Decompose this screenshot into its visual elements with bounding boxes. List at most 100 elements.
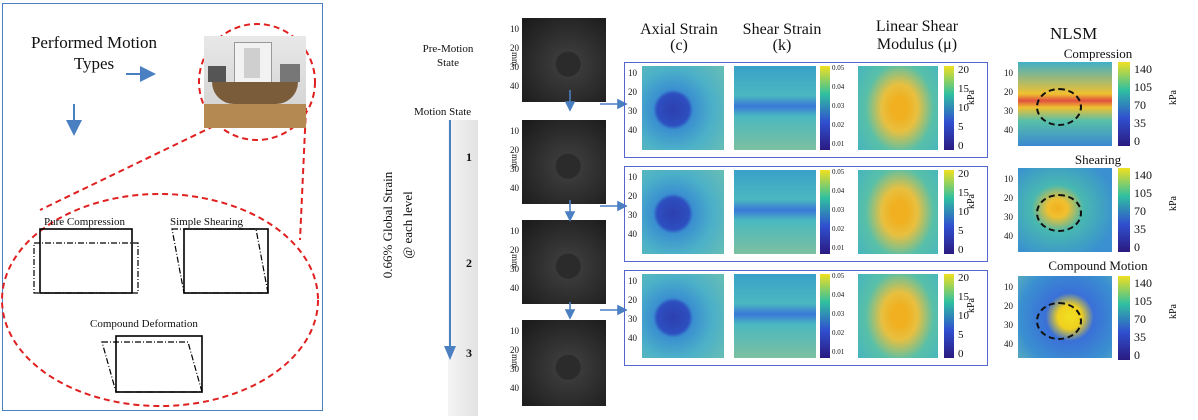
- us-depth-tick: 40: [510, 183, 519, 193]
- device-photo: [204, 36, 306, 128]
- zoom-line-left: [39, 125, 215, 211]
- nlsm-unit: kPa: [1168, 196, 1179, 211]
- shear-symbol: (k): [772, 37, 792, 54]
- nlsm-colorbar-tick: 140: [1134, 62, 1152, 76]
- lsm-colorbar-tick: 10: [958, 102, 969, 114]
- axial-depth-tick: 10: [628, 276, 637, 286]
- nlsm-colorbar-tick: 70: [1134, 98, 1146, 112]
- shear-colorbar-tick: 0.01: [832, 348, 845, 356]
- nlsm-subtitle: Compound Motion: [1048, 258, 1148, 273]
- us-depth-tick: 30: [510, 264, 519, 274]
- us-depth-tick: 10: [510, 24, 519, 34]
- shear-colorbar: [820, 274, 830, 358]
- shear-title: Shear Strain: [742, 21, 822, 38]
- axial-depth-tick: 40: [628, 333, 637, 343]
- nlsm-colorbar-tick: 140: [1134, 276, 1152, 290]
- us-depth-tick: 40: [510, 81, 519, 91]
- each-level-text: @ each level: [400, 191, 415, 259]
- axial-depth-tick: 30: [628, 210, 637, 220]
- lsm-colorbar-tick: 20: [958, 64, 969, 76]
- us-depth-tick: 10: [510, 126, 519, 136]
- lsm-header: Linear Shear Modulus (μ): [852, 18, 982, 54]
- lsm-unit: kPa: [966, 194, 977, 209]
- lsm-unit: kPa: [966, 298, 977, 313]
- shear-header: Shear Strain (k): [732, 22, 832, 54]
- lsm-title-2: Modulus (μ): [852, 36, 982, 54]
- nlsm-lesion-outline: [1036, 302, 1082, 340]
- lsm-colorbar-tick: 0: [958, 244, 964, 256]
- motion-state-label: Motion State: [414, 106, 472, 118]
- shear-colorbar-tick: 0.05: [832, 64, 845, 72]
- shear-colorbar-tick: 0.03: [832, 206, 845, 214]
- nlsm-colorbar: [1118, 168, 1130, 252]
- nlsm-colorbar-tick: 0: [1134, 348, 1140, 362]
- nlsm-subtitle: Compression: [1063, 46, 1133, 61]
- lsm-colorbar-tick: 0: [958, 348, 964, 360]
- nlsm-colorbar-tick: 105: [1134, 80, 1152, 94]
- shear-colorbar-tick: 0.04: [832, 83, 845, 91]
- left-panel-graphics: [1, 23, 319, 407]
- nlsm-colorbar-tick: 105: [1134, 294, 1152, 308]
- shear-strain-map: [734, 66, 816, 150]
- strain-map-row: [624, 166, 988, 262]
- lsm-colorbar-tick: 5: [958, 225, 964, 237]
- global-strain-text: 0.66% Global Strain: [380, 171, 395, 279]
- state-bar: [448, 120, 478, 416]
- nlsm-unit: kPa: [1168, 90, 1179, 105]
- state-arrow: [444, 120, 456, 360]
- nlsm-depth-tick: 30: [1004, 212, 1013, 222]
- us-depth-tick: 30: [510, 364, 519, 374]
- us-depth-tick: 20: [510, 245, 519, 255]
- strain-map-row: [624, 270, 988, 366]
- shear-colorbar-tick: 0.02: [832, 329, 845, 337]
- nlsm-header: NLSM: [1050, 24, 1098, 43]
- zoom-line-right: [299, 107, 307, 241]
- photo-ellipse: [198, 23, 316, 141]
- nlsm-colorbar-tick: 35: [1134, 330, 1146, 344]
- lsm-title-2-text: Modulus: [876, 36, 934, 53]
- motion-types-title: Performed Motion Types: [14, 32, 174, 74]
- ultrasound-image: [522, 18, 606, 102]
- pure-compression-label: Pure Compression: [44, 216, 125, 228]
- us-depth-tick: 20: [510, 345, 519, 355]
- axial-depth-tick: 10: [628, 172, 637, 182]
- nlsm-colorbar-tick: 35: [1134, 116, 1146, 130]
- shear-colorbar-tick: 0.02: [832, 225, 845, 233]
- shear-colorbar-tick: 0.03: [832, 102, 845, 110]
- pre-motion-line1: Pre-Motion: [422, 43, 474, 55]
- us-depth-tick: 10: [510, 226, 519, 236]
- nlsm-colorbar-tick: 0: [1134, 240, 1140, 254]
- ultrasound-image: [522, 120, 606, 204]
- ultrasound-image: [522, 220, 606, 304]
- lsm-map: [858, 66, 938, 150]
- nlsm-depth-tick: 40: [1004, 339, 1013, 349]
- lsm-colorbar-tick: 10: [958, 206, 969, 218]
- shear-colorbar-tick: 0.04: [832, 187, 845, 195]
- lsm-colorbar-tick: 20: [958, 168, 969, 180]
- us-depth-tick: 40: [510, 383, 519, 393]
- nlsm-unit: kPa: [1168, 304, 1179, 319]
- axial-depth-tick: 30: [628, 314, 637, 324]
- compound-deformation-label: Compound Deformation: [90, 318, 198, 330]
- nlsm-lesion-outline: [1036, 194, 1082, 232]
- nlsm-depth-tick: 40: [1004, 125, 1013, 135]
- nlsm-lesion-outline: [1036, 88, 1082, 126]
- shear-colorbar: [820, 66, 830, 150]
- compound-deformation-diagram: [101, 335, 203, 393]
- nlsm-depth-tick: 10: [1004, 174, 1013, 184]
- us-depth-unit: mm: [510, 51, 521, 67]
- axial-symbol: (c): [670, 37, 688, 54]
- axial-depth-tick: 20: [628, 87, 637, 97]
- axial-depth-tick: 10: [628, 68, 637, 78]
- nlsm-depth-tick: 20: [1004, 193, 1013, 203]
- lsm-symbol: (μ): [937, 36, 958, 53]
- nlsm-depth-tick: 20: [1004, 87, 1013, 97]
- axial-strain-map: [642, 66, 724, 150]
- us-depth-tick: 20: [510, 145, 519, 155]
- nlsm-colorbar: [1118, 62, 1130, 146]
- lsm-colorbar-tick: 0: [958, 140, 964, 152]
- lsm-colorbar: [944, 170, 954, 254]
- nlsm-colorbar: [1118, 276, 1130, 360]
- shear-strain-map: [734, 170, 816, 254]
- us-depth-tick: 10: [510, 326, 519, 336]
